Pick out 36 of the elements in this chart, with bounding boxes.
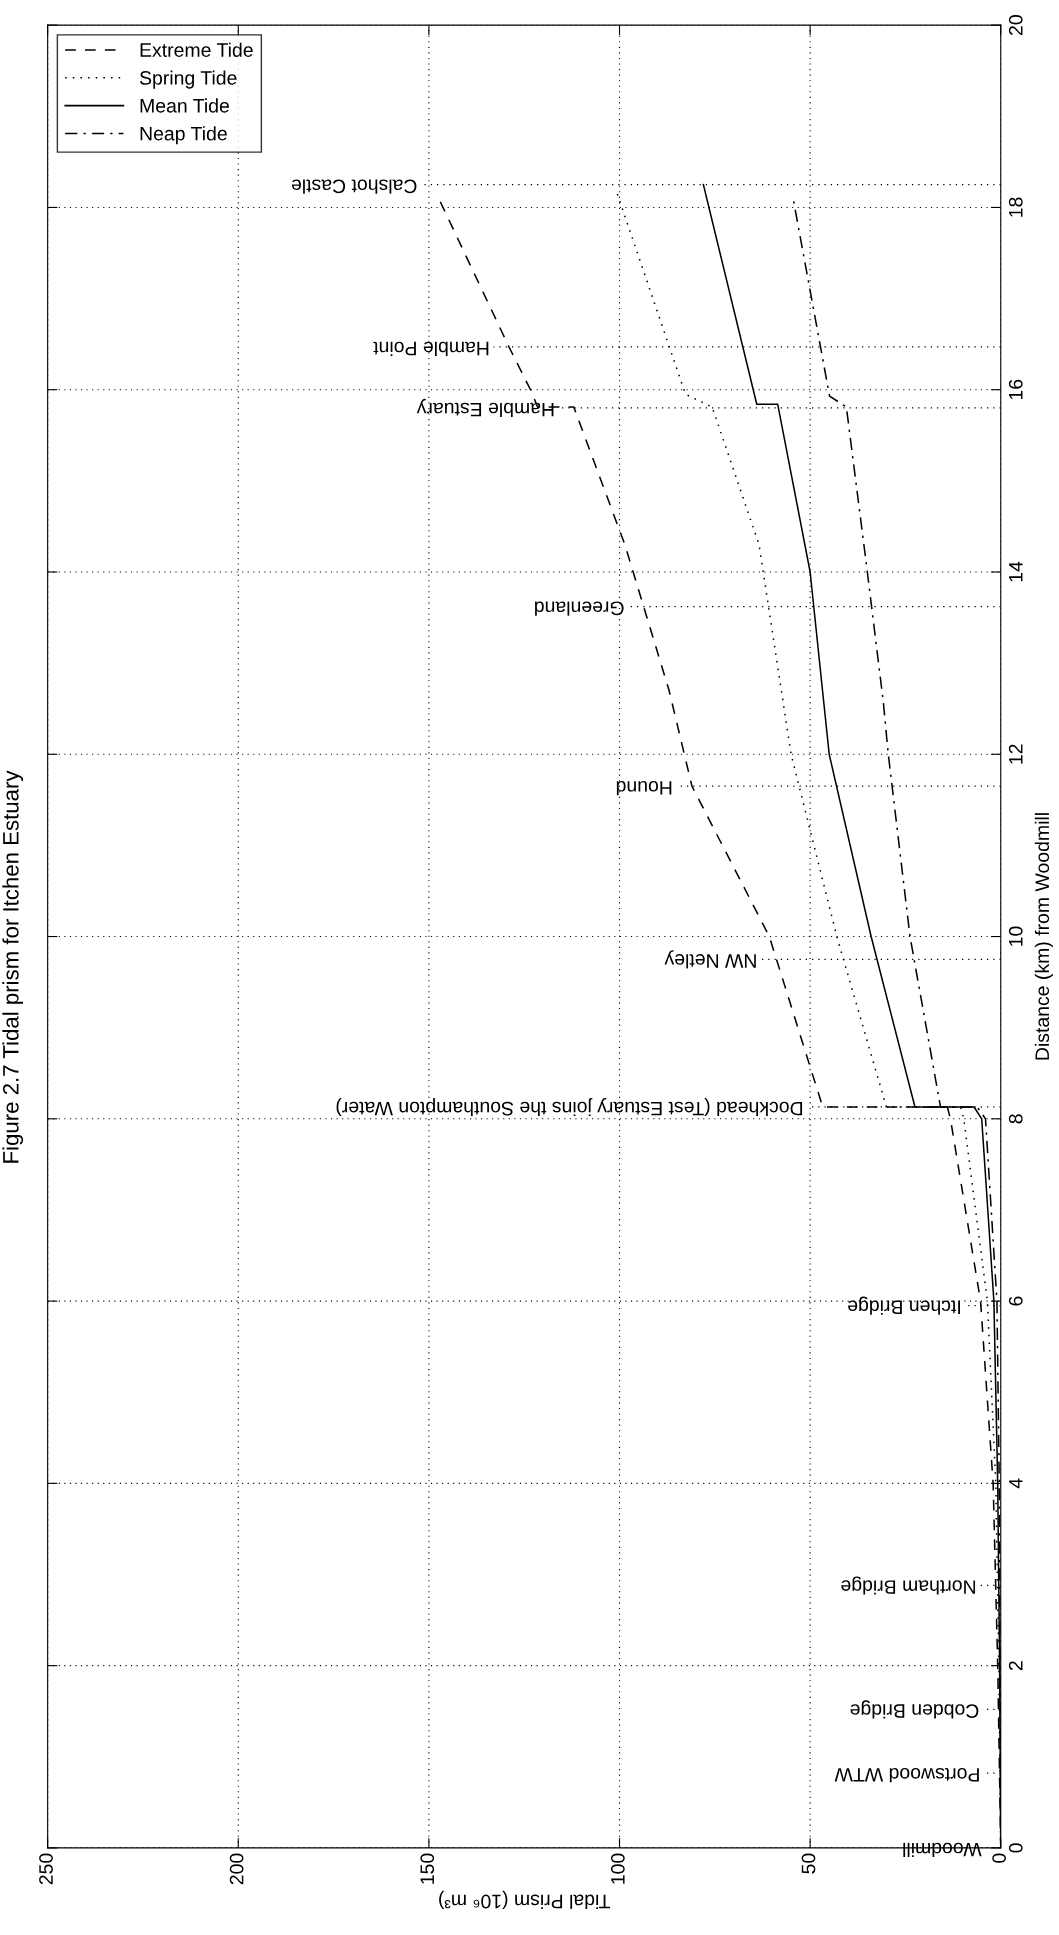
y-tick-label: 10 [1008,926,1023,946]
y-tick-label: 2 [1008,1661,1023,1671]
y-tick-label: 14 [1009,561,1023,582]
y-tick-label: 6 [1008,1296,1023,1306]
x-tick-label: 250 [39,1853,53,1885]
x-tick-label: 100 [610,1853,625,1884]
ref-line-label: Hound [616,780,672,796]
ref-line-label: NW Netley [664,950,756,969]
ref-line-label: Calshot Castle [291,179,417,194]
ref-line-label: Greenland [535,601,624,616]
ref-line-label: Hamble Point [373,341,489,356]
y-tick-label: 12 [1008,744,1023,764]
ref-line-label: Northam Bridge [841,1576,976,1595]
y-axis-title: Distance (km) from Woodmill [1034,813,1053,1060]
ref-line-label: Cobden Bridge [850,1700,979,1719]
legend-label: Neap Tide [140,126,227,145]
ref-line-label: Itchen Bridge [848,1296,961,1315]
legend-label: Spring Tide [139,70,237,89]
y-tick-label: 16 [1008,379,1023,400]
x-axis-title: Tidal Prism (10⁶ m³) [439,1890,611,1909]
legend-label: Mean Tide [140,98,229,113]
y-tick-label: 18 [1008,197,1023,217]
ref-line-label: Woodmill [903,1842,982,1857]
y-tick-label: 0 [1008,1843,1023,1853]
legend-label: Extreme Tide [140,42,253,57]
x-tick-label: 0 [992,1853,1006,1863]
y-tick-label: 8 [1008,1114,1023,1124]
ref-line-label: Hamble Estuary [416,398,554,417]
ref-line-label: Dockhead (Test Estuary joins the Southampton Water) [336,1097,803,1117]
x-tick-label: 200 [229,1853,244,1885]
text: Figure 2.7 Tidal prism for Itchen Estuary [2,770,24,1163]
y-tick-label: 20 [1008,15,1023,35]
ref-line-label: Portswood WTW [834,1767,979,1783]
x-tick-label: 50 [801,1853,816,1874]
x-tick-label: 150 [420,1853,435,1884]
y-tick-label: 4 [1009,1478,1023,1489]
